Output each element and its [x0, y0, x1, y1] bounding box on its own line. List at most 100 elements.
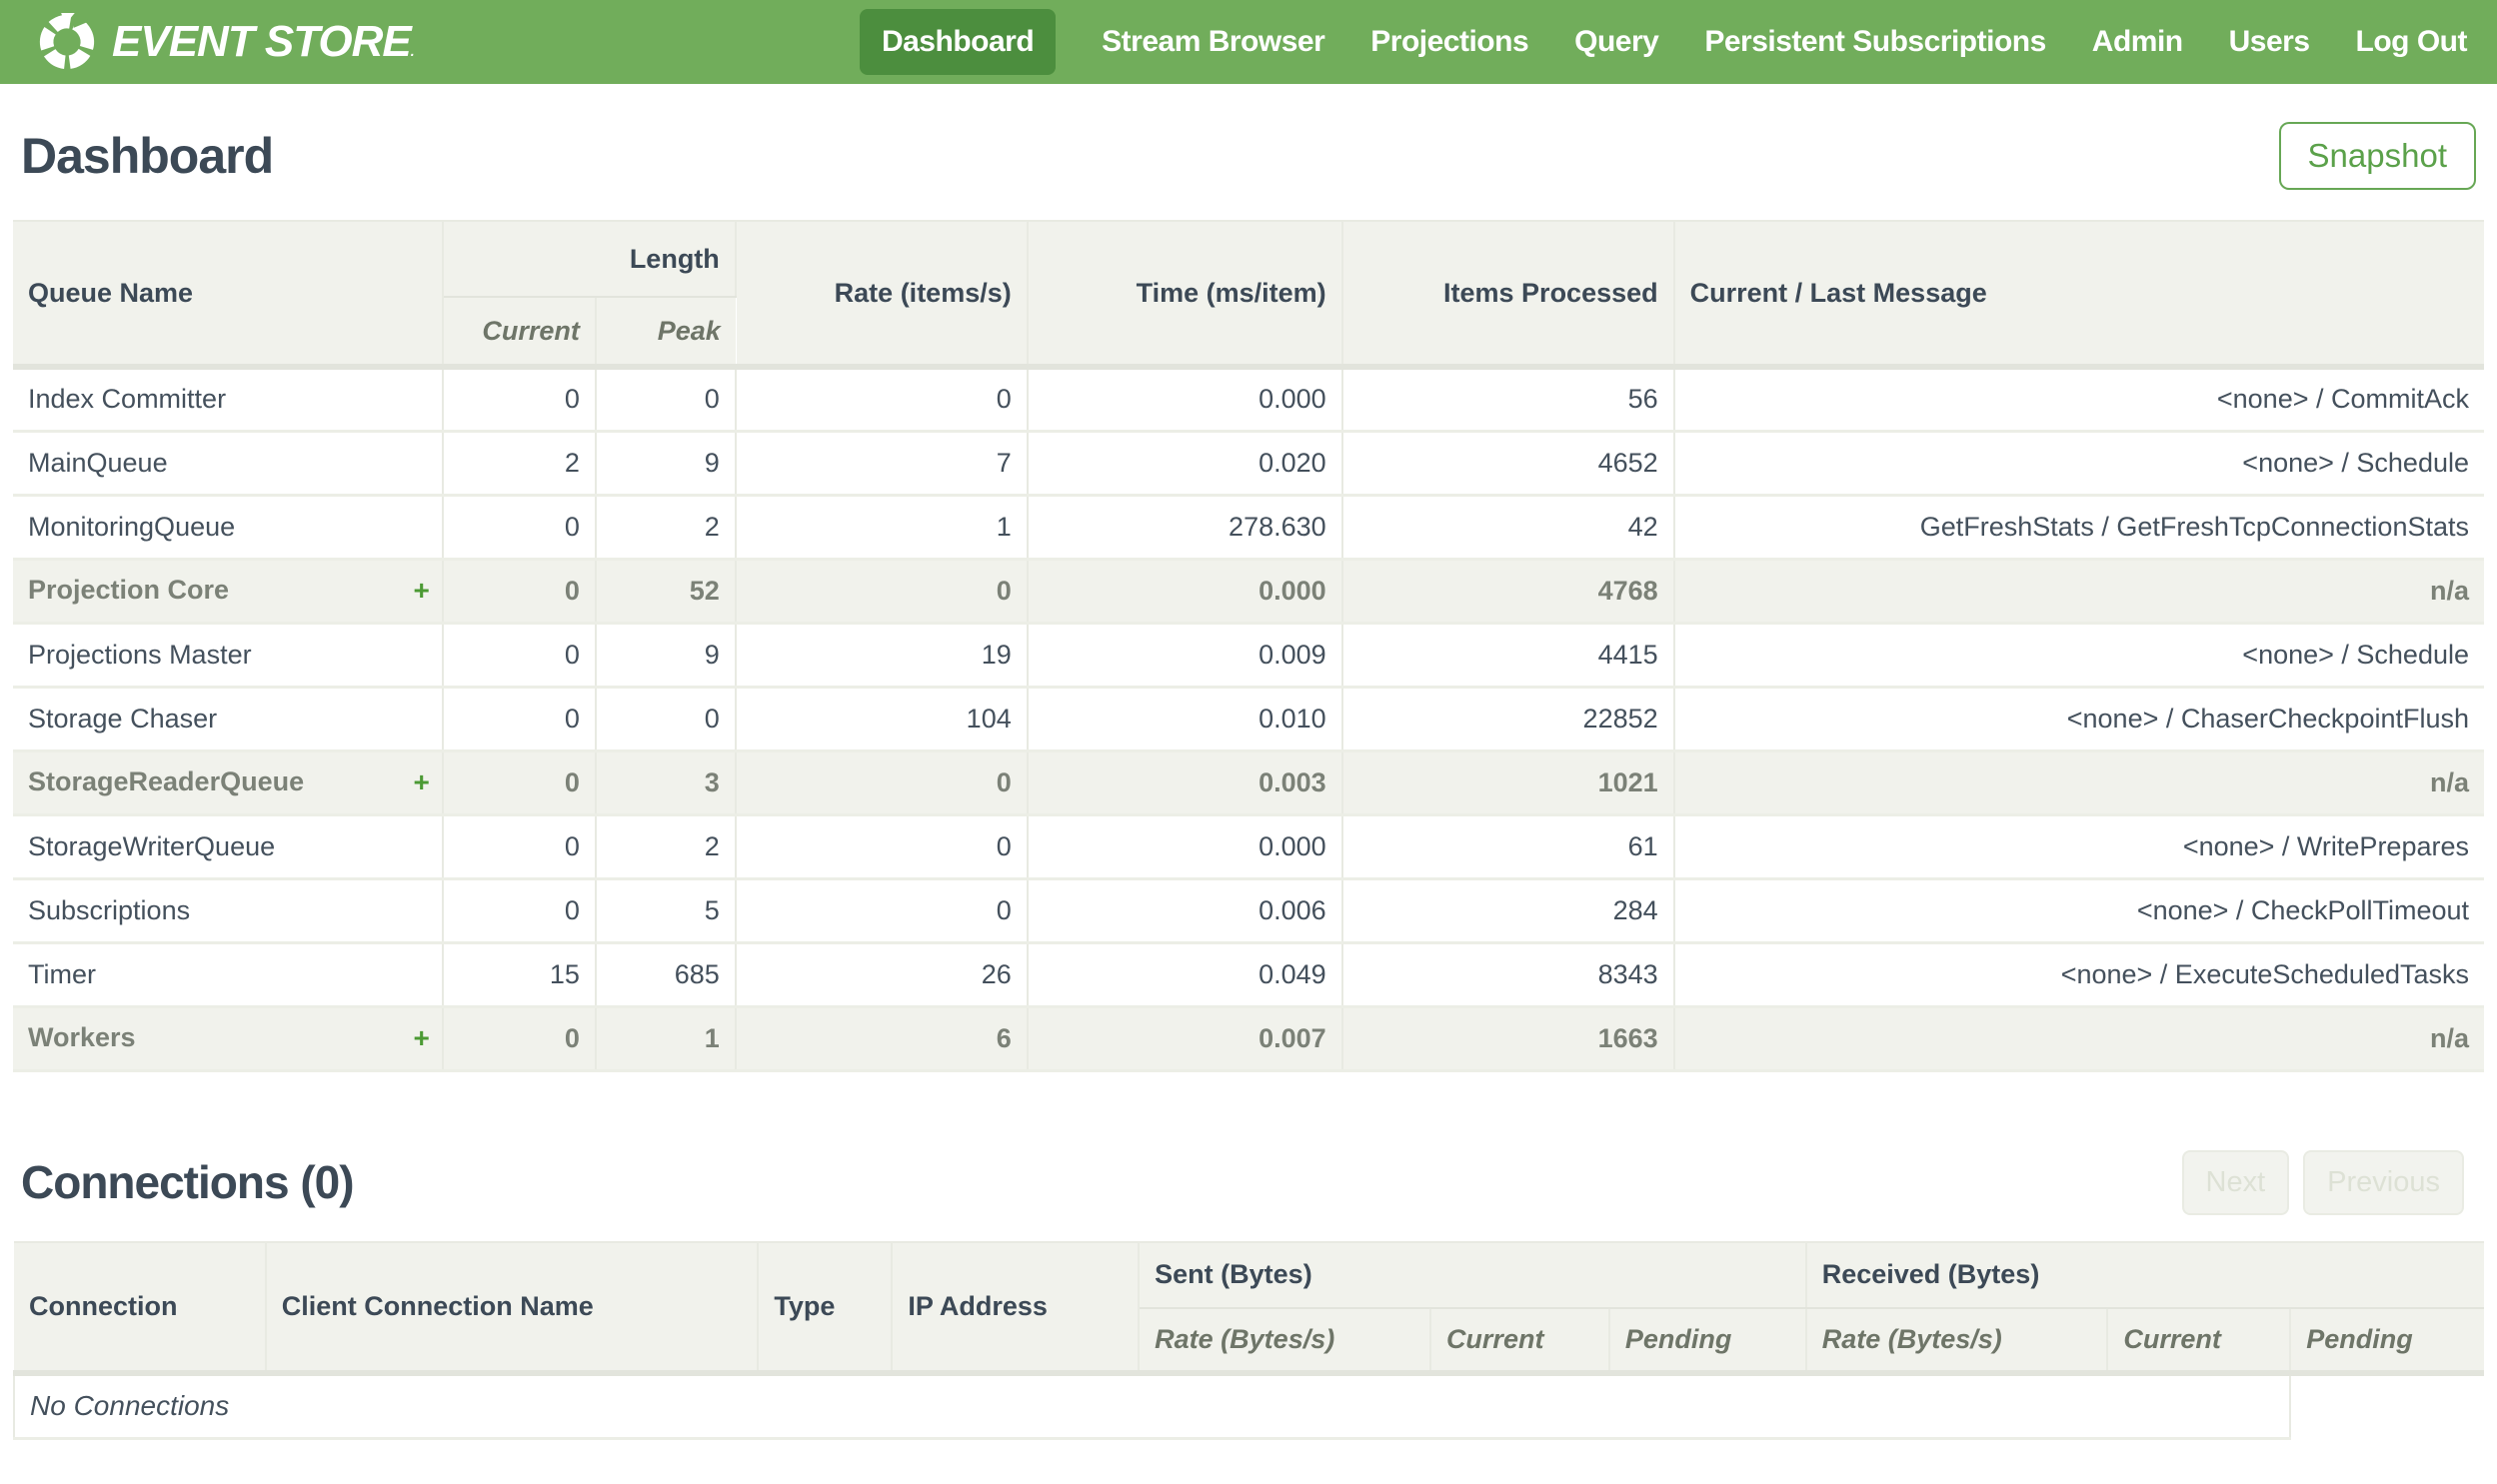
queue-current: 0: [442, 623, 597, 689]
brand-trademark: .: [410, 43, 415, 59]
connections-table: Connection Client Connection Name Type I…: [12, 1240, 2484, 1440]
nav-item-logout[interactable]: Log Out: [2355, 25, 2468, 58]
queue-peak: 52: [595, 559, 737, 625]
queue-message: <none> / WritePrepares: [1673, 814, 2484, 880]
queue-message: GetFreshStats / GetFreshTcpConnectionSta…: [1673, 495, 2484, 561]
queue-row: Index Committer 0 0 0 0.000 56 <none> / …: [13, 367, 2484, 433]
queue-name: StorageReaderQueue +: [13, 750, 444, 816]
col-time: Time (ms/item): [1027, 220, 1343, 370]
no-connections-row: No Connections: [12, 1372, 2484, 1440]
nav-item-users[interactable]: Users: [2228, 25, 2310, 58]
queue-rate: 7: [735, 431, 1029, 497]
col-ip-address: IP Address: [892, 1240, 1141, 1376]
queue-peak: 2: [595, 495, 737, 561]
queue-time: 0.020: [1027, 431, 1343, 497]
nav-item-persistent-subscriptions[interactable]: Persistent Subscriptions: [1704, 25, 2046, 58]
empty-cell: [2290, 1372, 2484, 1439]
connections-table-header: Connection Client Connection Name Type I…: [14, 1240, 2484, 1376]
expand-plus-icon[interactable]: +: [413, 575, 430, 606]
page-header: Dashboard Snapshot: [21, 122, 2476, 190]
queue-current: 0: [442, 1006, 597, 1072]
queue-group-row[interactable]: Projection Core + 0 52 0 0.000 4768 n/a: [13, 559, 2484, 625]
col-message: Current / Last Message: [1673, 220, 2484, 370]
queue-message: <none> / Schedule: [1673, 623, 2484, 689]
queue-peak: 1: [595, 1006, 737, 1072]
previous-button[interactable]: Previous: [2303, 1149, 2464, 1215]
queue-name: MainQueue: [13, 431, 444, 497]
queue-current: 0: [442, 878, 597, 944]
queue-items: 56: [1341, 367, 1675, 433]
queue-name: Projection Core +: [13, 559, 444, 625]
queue-current: 0: [442, 687, 597, 752]
nav-item-query[interactable]: Query: [1574, 25, 1659, 58]
expand-plus-icon[interactable]: +: [413, 1022, 430, 1053]
col-rate: Rate (items/s): [735, 220, 1029, 370]
queue-message: <none> / ExecuteScheduledTasks: [1673, 942, 2484, 1008]
queue-items: 22852: [1341, 687, 1675, 752]
nav-item-stream-browser[interactable]: Stream Browser: [1102, 25, 1325, 58]
queue-peak: 9: [595, 431, 737, 497]
queues-table-header: Queue Name Length Rate (items/s) Time (m…: [13, 220, 2484, 370]
brand-text: EVENT STORE.: [112, 17, 415, 66]
queue-current: 0: [442, 367, 597, 433]
next-button[interactable]: Next: [2181, 1149, 2290, 1215]
snapshot-button[interactable]: Snapshot: [2278, 122, 2476, 190]
col-length-peak: Peak: [595, 296, 736, 370]
queue-name: Projections Master: [13, 623, 444, 689]
queue-name: Timer: [13, 942, 444, 1008]
queue-row: Projections Master 0 9 19 0.009 4415 <no…: [13, 623, 2484, 689]
event-store-logo-icon: [36, 11, 98, 73]
queue-row: Timer 15 685 26 0.049 8343 <none> / Exec…: [13, 942, 2484, 1008]
queue-time: 0.003: [1027, 750, 1343, 816]
queue-time: 0.000: [1027, 367, 1343, 433]
queue-items: 8343: [1341, 942, 1675, 1008]
col-length: Length: [442, 220, 737, 298]
nav-item-admin[interactable]: Admin: [2091, 25, 2183, 58]
queue-rate: 26: [735, 942, 1029, 1008]
queue-time: 0.000: [1027, 559, 1343, 625]
col-queue-name: Queue Name: [13, 220, 444, 370]
queue-row: Subscriptions 0 5 0 0.006 284 <none> / C…: [13, 878, 2484, 944]
queue-group-row[interactable]: StorageReaderQueue + 0 3 0 0.003 1021 n/a: [13, 750, 2484, 816]
queue-group-row[interactable]: Workers + 0 1 6 0.007 1663 n/a: [13, 1006, 2484, 1072]
queue-rate: 0: [735, 559, 1029, 625]
queue-name: Index Committer: [13, 367, 444, 433]
queue-items: 4415: [1341, 623, 1675, 689]
expand-plus-icon[interactable]: +: [413, 766, 430, 797]
queue-rate: 104: [735, 687, 1029, 752]
col-sent-rate: Rate (Bytes/s): [1139, 1306, 1431, 1376]
queue-rate: 0: [735, 878, 1029, 944]
col-client-connection-name: Client Connection Name: [265, 1240, 760, 1376]
queue-peak: 9: [595, 623, 737, 689]
queue-message: n/a: [1673, 750, 2484, 816]
queue-rate: 0: [735, 814, 1029, 880]
main-nav: Dashboard Stream Browser Projections Que…: [859, 9, 2468, 75]
queue-rate: 1: [735, 495, 1029, 561]
queue-peak: 685: [595, 942, 737, 1008]
col-type: Type: [758, 1240, 894, 1376]
queue-items: 4768: [1341, 559, 1675, 625]
queue-rate: 19: [735, 623, 1029, 689]
queue-current: 0: [442, 559, 597, 625]
queue-time: 0.007: [1027, 1006, 1343, 1072]
queue-name: Workers +: [13, 1006, 444, 1072]
queue-message: <none> / Schedule: [1673, 431, 2484, 497]
col-received-current: Current: [2107, 1306, 2292, 1376]
queue-items: 284: [1341, 878, 1675, 944]
queue-items: 1663: [1341, 1006, 1675, 1072]
no-connections-message: No Connections: [12, 1372, 2292, 1440]
queue-peak: 5: [595, 878, 737, 944]
queue-row: MonitoringQueue 0 2 1 278.630 42 GetFres…: [13, 495, 2484, 561]
main-content: Dashboard Snapshot Queue Name Length Rat…: [0, 122, 2497, 1440]
col-sent-bytes: Sent (Bytes): [1139, 1240, 1807, 1309]
nav-item-dashboard[interactable]: Dashboard: [859, 9, 1057, 75]
queue-name: Storage Chaser: [13, 687, 444, 752]
queue-rate: 6: [735, 1006, 1029, 1072]
queue-message: <none> / CheckPollTimeout: [1673, 878, 2484, 944]
queue-current: 2: [442, 431, 597, 497]
nav-item-projections[interactable]: Projections: [1370, 25, 1529, 58]
queue-time: 278.630: [1027, 495, 1343, 561]
queue-peak: 0: [595, 367, 737, 433]
queue-row: MainQueue 2 9 7 0.020 4652 <none> / Sche…: [13, 431, 2484, 497]
queue-current: 0: [442, 495, 597, 561]
